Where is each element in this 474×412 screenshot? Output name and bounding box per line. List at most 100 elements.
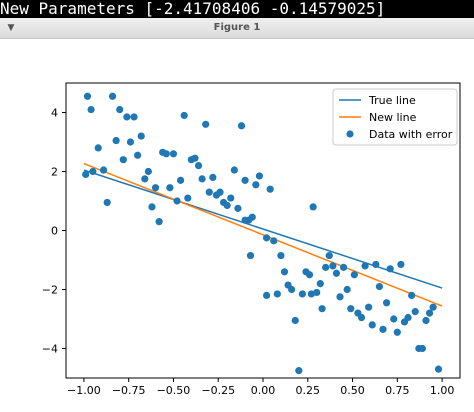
y-tick-label: −2 [42,284,58,297]
data-point [339,263,348,271]
data-point [305,271,314,279]
data-point [316,280,324,288]
data-point [343,285,351,294]
data-point [148,203,156,211]
data-point [166,184,174,192]
data-point [357,313,366,322]
data-point [151,184,160,192]
legend-marker-swatch [346,130,354,138]
data-point [180,111,188,120]
data-point [162,150,170,158]
data-point [266,185,274,193]
data-point [130,113,138,121]
x-tick-label: 1.00 [430,384,455,397]
y-tick-label: −4 [42,343,58,356]
data-point [137,132,145,140]
data-point [119,156,127,164]
x-tick-label: −0.25 [201,384,235,397]
data-point [365,303,373,311]
data-point [329,262,337,270]
data-point [198,175,206,183]
figure-window-titlebar[interactable]: ▼ Figure 1 [0,18,474,39]
data-point [103,198,111,207]
data-point [123,113,131,121]
data-point [280,268,289,276]
data-point [184,194,192,202]
data-point [141,175,149,183]
data-point [82,170,90,179]
data-point [108,92,117,100]
data-point [89,167,97,176]
data-point [223,201,231,210]
legend-label: New line [369,111,417,124]
data-point [144,167,152,176]
x-tick-label: 0.00 [251,384,276,397]
data-point [332,269,341,277]
data-point [241,216,249,224]
data-point [411,308,419,316]
y-tick-label: 2 [51,166,58,179]
data-point [134,151,142,159]
legend-label: True line [368,94,416,107]
data-point [241,176,249,184]
data-point [262,234,271,242]
data-point [273,290,281,298]
data-point [83,92,92,100]
x-tick-label: 0.50 [340,384,365,397]
data-point [375,282,384,291]
data-point [291,316,299,325]
y-tick-label: 0 [51,225,58,238]
data-point [372,260,380,269]
data-point [425,309,434,317]
data-point [126,138,135,146]
x-tick-label: −0.75 [112,384,146,397]
x-tick-label: 0.75 [385,384,410,397]
x-tick-label: 0.25 [296,384,321,397]
data-point [368,321,376,329]
data-point [173,197,181,205]
data-point [177,176,185,184]
data-point [237,122,246,130]
data-point [422,316,430,325]
data-point [227,194,235,202]
data-point [230,166,238,174]
data-point [94,144,102,152]
figure-canvas: −1.00 −0.75 −0.50 −0.25 0.00 0.25 0.50 0.75 1.00… [0,39,474,408]
data-point [408,291,416,299]
data-point [382,299,391,307]
data-point [393,328,401,336]
data-point [434,365,443,373]
terminal-output-line: New Parameters [-2.41708406 -0.14579025] [0,0,474,18]
data-point [429,303,437,311]
data-point [361,262,369,270]
plot-layer [82,92,443,375]
data-point [270,237,278,245]
data-point [87,105,95,114]
data-point [418,344,426,353]
data-point [202,120,210,128]
data-point [379,325,387,333]
y-tick-label: 4 [51,107,58,120]
data-point [325,251,333,260]
data-point [386,265,394,273]
data-point [205,188,213,196]
data-point [336,293,344,301]
data-point [313,288,321,297]
true-line-series [83,169,443,289]
data-point [209,173,217,181]
data-point [112,136,120,145]
data-point [288,285,296,294]
data-point [252,181,260,189]
data-point [318,305,326,313]
data-point [116,105,124,114]
data-point [169,150,178,158]
axes-layer: −1.00 −0.75 −0.50 −0.25 0.00 0.25 0.50 0.75 1.00… [42,82,461,397]
data-point [255,172,264,180]
chevron-down-icon[interactable]: ▼ [7,23,15,33]
new-line-series [83,162,443,307]
data-point [246,251,255,260]
data-point [216,188,224,196]
legend-label: Data with error [369,128,453,141]
data-point [322,263,330,271]
data-point [397,260,405,269]
